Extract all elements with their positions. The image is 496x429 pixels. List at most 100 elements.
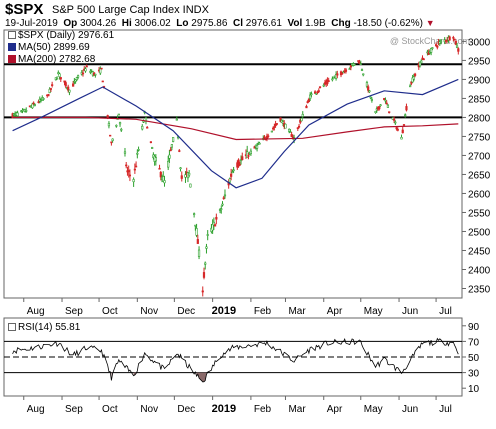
candle-up [33,104,36,106]
x-tick-label: Dec [177,404,195,415]
volume-label: Vol [287,18,303,29]
candle-up [223,194,227,197]
symbol-description: S&P 500 Large Cap Index INDX [52,4,209,16]
x-tick-label: Jun [402,404,418,415]
x-tick-label: Apr [327,404,343,415]
candle-up [154,157,157,162]
candle-up [221,203,224,206]
candle-up [431,47,434,49]
candle-down [341,72,344,75]
rsi-line [12,337,459,383]
y-tick-label: 2550 [468,208,491,219]
x-tick-label: 2019 [212,305,236,317]
legend-ma50-label: MA(50) 2899.69 [18,42,90,53]
candle-down [47,94,50,97]
change-down-icon: ▼ [425,18,435,28]
candle-up [76,75,80,78]
candle-up [25,110,28,112]
x-tick-label: Jun [402,306,418,317]
candle-down [307,98,311,103]
candle-down [133,168,136,171]
candle-up [379,104,382,106]
x-tick-label: Feb [254,306,272,317]
candle-down [422,58,425,61]
legend-price-label: $SPX (Daily) 2976.61 [18,30,115,41]
candle-up [120,128,123,131]
candle-down [109,134,112,137]
candle-down [272,127,275,130]
x-tick-label: Jul [439,306,452,317]
candle-up [197,249,201,257]
candle-down [306,101,309,104]
candle-up [107,122,111,127]
x-tick-label: Aug [27,306,45,317]
candle-up [455,45,459,48]
candle-up [409,85,412,88]
candle-up [365,82,369,87]
candle-down [405,106,408,111]
candle-up [74,79,77,82]
candle-down [178,150,181,152]
candle-down [436,46,439,48]
candle-down [327,80,330,82]
candle-up [118,122,122,125]
rsi-y-tick-label: 90 [468,322,480,333]
candle-down [230,173,233,177]
candle-up [184,174,187,178]
candle-down [149,141,153,143]
candle-up [195,228,198,236]
x-tick-label: Jul [439,404,452,415]
y-tick-label: 2600 [468,189,491,200]
candle-up [420,60,423,64]
candle-up [370,99,373,101]
candle-down [290,134,293,137]
candle-down [452,37,455,39]
rsi-y-tick-label: 70 [468,337,480,348]
legend-rsi: RSI(14) 55.81 [8,322,80,333]
candle-down [401,129,404,134]
y-tick-label: 2850 [468,94,491,105]
candle-down [59,77,62,80]
candle-down [238,163,241,166]
change-label: Chg [331,18,351,29]
candle-up [249,150,253,155]
candle-up [412,76,415,80]
candle-up [368,90,371,93]
candle-up [137,149,140,151]
candle-up [228,178,232,183]
candle-down [388,111,391,113]
candle-down [317,90,320,92]
x-tick-label: Oct [102,404,118,415]
candle-up [84,68,87,72]
candle-up [179,167,182,170]
rsi-y-tick-label: 10 [468,384,480,395]
candle-down [454,40,457,45]
candle-down [101,80,104,83]
candle-up [188,172,191,176]
x-tick-label: Sep [65,306,83,317]
candle-up [284,123,287,129]
price-panel-frame [3,29,463,299]
candle-down [448,36,451,41]
candle-up [258,142,261,145]
candle-up [151,147,154,149]
candle-down [413,73,417,76]
rsi-y-tick-label: 30 [468,369,480,380]
candle-up [353,63,356,66]
rsi-oversold-fill [196,372,207,382]
x-tick-label: Mar [288,404,306,415]
legend-rsi-label: RSI(14) 55.81 [18,322,81,333]
candle-up [374,110,377,113]
candle-down [402,124,406,126]
candle-up [359,63,362,65]
x-tick-label: 2019 [212,403,236,415]
quote-date: 19-Jul-2019 [5,18,58,29]
candle-down [349,65,352,68]
legend-rsi-swatch [8,323,16,332]
candle-up [204,262,207,265]
candle-down [125,164,128,167]
candle-up [315,92,318,95]
candle-up [289,131,292,133]
candle-down [127,170,130,173]
candle-up [360,69,364,71]
